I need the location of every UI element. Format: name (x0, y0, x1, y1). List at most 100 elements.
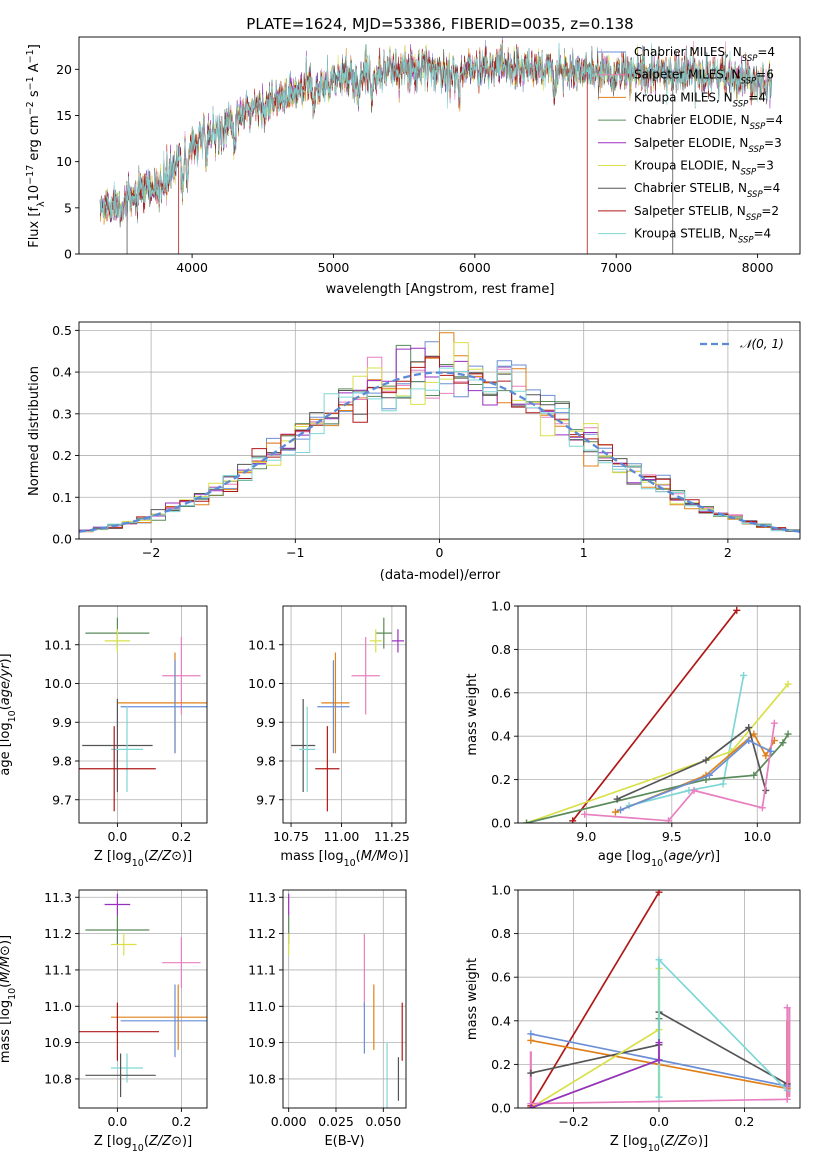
y-axis-label: Normed distribution (27, 366, 42, 496)
y-tick-label: 10.1 (248, 637, 276, 652)
mass_vs_Z-axes: 0.0 0.2 10.8 10.9 11.0 11.1 11.2 11.3 (44, 889, 208, 1129)
weight-marker (569, 817, 577, 823)
y-tick-label: 10.9 (44, 1035, 72, 1050)
x-tick-label: 11.00 (324, 829, 360, 844)
y-tick-label: 11.1 (248, 962, 276, 977)
weight-marker (581, 810, 589, 818)
x-axis-label: Z [log10(Z/Z⊙)] (610, 1134, 708, 1154)
errorbar-point (111, 706, 143, 792)
legend-entry: Salpeter STELIB, NSSP=2 (634, 204, 779, 223)
errorbar-point (79, 1002, 159, 1061)
spectrum-line (99, 42, 772, 221)
y-tick-label: 0.2 (491, 1057, 511, 1072)
residual-histogram-panel: −2 −1 0 1 2 0.0 0.1 0.2 0.3 0.4 0.5 𝒩(0, 1) (data-mo… (27, 321, 801, 583)
mass_vs_ebv-frame (282, 889, 407, 1109)
weight-marker (664, 817, 672, 823)
age-vs-metallicity-panel: 0.0 0.2 9.7 9.8 9.9 10.0 10.1 Z [log10(Z/Z⊙)] ag… (0, 605, 208, 869)
y-tick-label: 0.5 (52, 323, 72, 338)
x-tick-label: −2 (142, 545, 160, 560)
y-tick-label: 0.6 (491, 685, 511, 700)
y-tick-label: 0.8 (491, 926, 511, 941)
y-tick-label: 10 (56, 154, 72, 169)
weight-marker (702, 756, 710, 764)
weight-marker (655, 1056, 663, 1064)
weight-marker (762, 752, 770, 760)
y-tick-label: 0.4 (491, 729, 511, 744)
weight-marker (523, 819, 531, 823)
y-tick-label: 0.1 (52, 490, 72, 505)
mass_vs_ebv-axes: 0.000 0.025 0.050 10.8 10.9 11.0 11.1 11.2 11.3 (248, 889, 407, 1129)
weight-line (620, 739, 772, 811)
y-tick-label: 11.1 (44, 962, 72, 977)
weight-marker (613, 795, 621, 803)
x-axis-label: (data-model)/error (380, 568, 501, 583)
spectrum-axes: 4000 5000 6000 7000 8000 0 5 10 15 20 (56, 36, 801, 275)
weight_vs_age-axes: 9.0 9.5 10.0 0.0 0.2 0.4 0.6 0.8 1.0 (491, 599, 801, 844)
y-tick-label: 0.0 (491, 1101, 511, 1116)
weight-marker (611, 808, 619, 816)
weight-line (616, 726, 767, 800)
weight-marker (750, 771, 758, 779)
weight-marker (770, 719, 778, 727)
weight-marker (527, 1036, 535, 1044)
y-tick-label: 5 (64, 200, 72, 215)
y-tick-label: 9.8 (256, 754, 276, 769)
age_vs_mass-grid (283, 606, 406, 823)
x-tick-label: 0 (436, 545, 444, 560)
weight-line (628, 675, 745, 807)
weight-marker (527, 1069, 535, 1077)
weight-marker (527, 1104, 535, 1108)
errorbar-point (299, 706, 316, 792)
y-tick-label: 11.0 (44, 999, 72, 1014)
x-tick-label: 11.25 (374, 829, 410, 844)
legend-entry: Salpeter MILES, NSSP=6 (634, 68, 774, 87)
y-tick-label: 0.6 (491, 970, 511, 985)
y-axis-label: mass [log10(M/M⊙)] (0, 935, 18, 1063)
errorbar-point (85, 1053, 156, 1098)
errorbar-point (315, 726, 340, 812)
x-tick-label: −0.2 (558, 1114, 588, 1129)
errorbar-point (321, 652, 350, 754)
residuals-axes: −2 −1 0 1 2 0.0 0.1 0.2 0.3 0.4 0.5 (52, 321, 801, 560)
y-axis-label: mass weight (465, 673, 480, 755)
y-tick-label: 11.2 (248, 926, 276, 941)
legend-entry: Kroupa STELIB, NSSP=4 (634, 227, 771, 246)
y-tick-label: 10.1 (44, 637, 72, 652)
weight-marker (783, 1004, 791, 1012)
weight-line (572, 609, 738, 822)
figure-title: PLATE=1624, MJD=53386, FIBERID=0035, z=0… (246, 15, 633, 33)
mass_vs_Z-plot-area (79, 893, 207, 1098)
errorbar-point (162, 637, 201, 715)
x-tick-label: 5000 (318, 260, 350, 275)
histogram-step (79, 365, 800, 533)
errorbar-point (104, 893, 131, 916)
x-axis-label: E(B-V) (324, 1134, 364, 1149)
weight-marker (767, 747, 775, 755)
x-tick-label: 0.025 (318, 1114, 354, 1129)
errorbar-point (291, 699, 316, 792)
x-tick-label: 9.5 (662, 829, 682, 844)
y-axis-label: mass weight (465, 958, 480, 1040)
errorbar-point (104, 629, 131, 653)
weight-marker (719, 780, 727, 788)
weight-line (530, 1018, 660, 1108)
age_vs_Z-plot-area (79, 617, 207, 812)
x-tick-label: 6000 (459, 260, 491, 275)
age_vs_mass-axes: 10.75 11.00 11.25 9.7 9.8 9.9 10.0 10.1 (248, 605, 410, 844)
y-tick-label: 1.0 (491, 883, 511, 898)
weight_vs_age-grid (518, 605, 800, 824)
mass-vs-ebv-panel: 0.000 0.025 0.050 10.8 10.9 11.0 11.1 11.2 11.3 E… (248, 889, 407, 1149)
age_vs_Z-grid (79, 606, 207, 823)
weight-line (526, 683, 789, 823)
normal-curve (79, 371, 800, 533)
age-vs-mass-panel: 10.75 11.00 11.25 9.7 9.8 9.9 10.0 10.1 mass [lo… (248, 605, 410, 869)
errorbar-point (111, 984, 207, 1050)
y-tick-label: 0.4 (491, 1013, 511, 1028)
y-tick-label: 9.9 (256, 715, 276, 730)
weight-marker (617, 806, 625, 814)
y-axis-label: age [log10(age/yr)] (0, 653, 18, 775)
y-axis-label: Flux [fλ10−17 erg cm−2 s−1 A−1] (25, 44, 47, 248)
weight_vs_Z-axes: −0.2 0.0 0.2 0.0 0.2 0.4 0.6 0.8 1.0 (491, 883, 801, 1129)
errorbar-point (369, 629, 382, 653)
legend-entry: Chabrier MILES, NSSP=4 (634, 45, 775, 64)
